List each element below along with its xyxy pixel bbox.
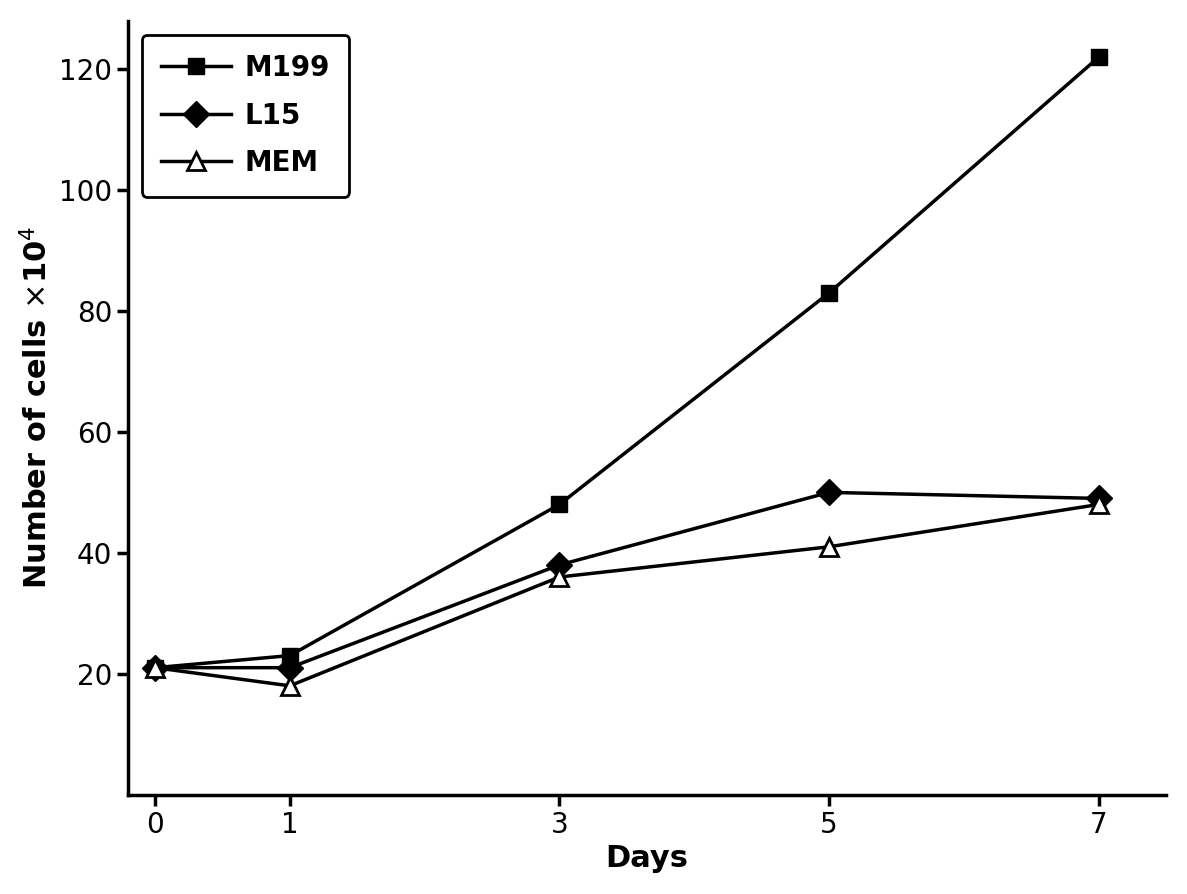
L15 [283, 662, 297, 673]
MEM [821, 542, 836, 552]
M199 [821, 288, 836, 299]
MEM [148, 662, 163, 673]
M199 [148, 662, 163, 673]
Line: MEM: MEM [146, 495, 1107, 695]
X-axis label: Days: Days [605, 844, 688, 873]
L15 [1092, 493, 1106, 504]
M199 [283, 650, 297, 661]
L15 [552, 560, 566, 570]
Line: L15: L15 [146, 484, 1107, 677]
L15 [148, 662, 163, 673]
M199 [552, 499, 566, 510]
L15 [821, 487, 836, 498]
MEM [1092, 499, 1106, 510]
Legend: M199, L15, MEM: M199, L15, MEM [142, 35, 349, 197]
Line: M199: M199 [147, 49, 1106, 675]
MEM [283, 680, 297, 691]
M199 [1092, 52, 1106, 63]
MEM [552, 571, 566, 582]
Y-axis label: Number of cells $\times$10$^{4}$: Number of cells $\times$10$^{4}$ [21, 226, 53, 589]
